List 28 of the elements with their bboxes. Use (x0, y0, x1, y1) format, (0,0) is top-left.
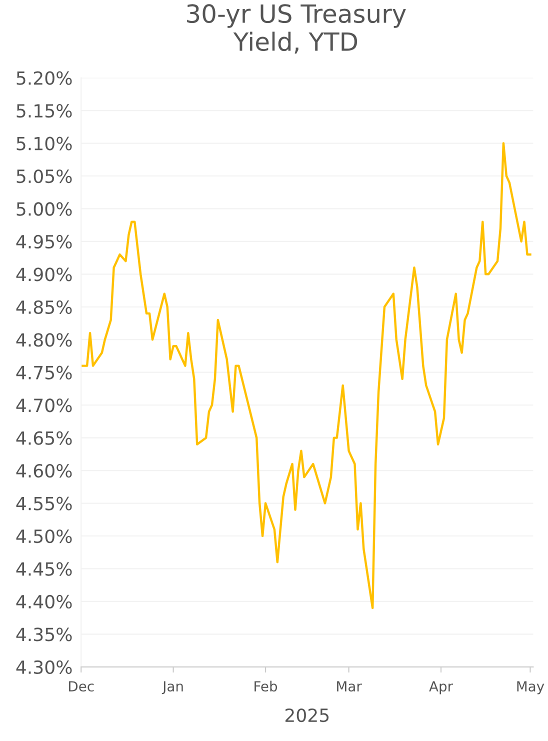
x-tick-label: Apr (429, 681, 454, 694)
y-tick-label: 4.50% (16, 529, 72, 544)
y-tick-label: 5.10% (16, 136, 72, 150)
y-tick-label: 4.40% (16, 594, 72, 609)
y-tick-label: 4.70% (16, 398, 72, 412)
y-tick-label: 5.15% (16, 104, 72, 118)
x-tick-label: May (517, 681, 544, 694)
y-tick-label: 4.75% (16, 366, 72, 380)
x-tick-label: Jan (162, 681, 183, 694)
y-tick-label: 4.90% (16, 268, 72, 282)
x-axis-title: 2025 (286, 708, 329, 722)
y-tick-label: 5.05% (16, 169, 72, 184)
x-tick-label: Feb (254, 680, 278, 692)
y-tick-label: 5.20% (16, 71, 72, 85)
y-tick-label: 4.85% (16, 300, 72, 314)
x-tick-label: Dec (69, 681, 94, 692)
y-tick-label: 5.00% (16, 202, 72, 216)
y-tick-label: 4.95% (16, 234, 72, 249)
y-tick-label: 4.35% (16, 628, 72, 642)
x-tick-label: Mar (337, 681, 362, 692)
y-tick-label: 4.65% (16, 431, 72, 445)
line-series (81, 142, 532, 610)
y-tick-label: 4.80% (16, 333, 72, 347)
y-tick-label: 4.55% (16, 496, 72, 510)
y-tick-label: 4.45% (16, 562, 72, 576)
chart-title: 30-yr US Treasury Yield, YTD (187, 4, 406, 54)
y-tick-label: 4.60% (16, 464, 72, 478)
y-tick-label: 4.30% (16, 660, 72, 674)
